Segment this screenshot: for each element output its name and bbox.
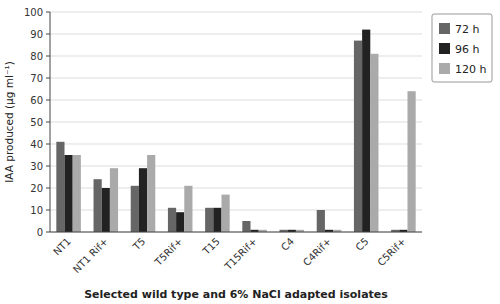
chart: 0 10 20 30 40 50 60 70 80 90 100 NT1NT1 Rif+ T5 T5Rif… bbox=[0, 0, 500, 304]
bar bbox=[102, 188, 110, 232]
y-tick bbox=[46, 56, 50, 57]
bar bbox=[317, 210, 325, 232]
x-tick-labels: NT1NT1 Rif+ T5 T5Rif+ T15T15Rif+ C4 C4Rif+ C5 C… bbox=[51, 236, 408, 275]
y-tick bbox=[46, 78, 50, 79]
bar bbox=[362, 30, 370, 232]
y-tick bbox=[46, 210, 50, 211]
y-tick-label: 10 bbox=[30, 205, 43, 216]
y-tick-label: 20 bbox=[30, 183, 43, 194]
grid-line bbox=[50, 12, 422, 13]
legend-swatch bbox=[439, 43, 450, 54]
y-tick bbox=[46, 232, 50, 233]
y-tick-label: 90 bbox=[30, 29, 43, 40]
bar bbox=[139, 168, 147, 232]
bar bbox=[184, 186, 192, 232]
x-tick-label: T5Rif+ bbox=[152, 236, 185, 269]
legend-frame bbox=[432, 14, 492, 82]
bar bbox=[370, 54, 378, 232]
bar bbox=[242, 221, 250, 232]
y-tick bbox=[46, 122, 50, 123]
y-tick bbox=[46, 166, 50, 167]
bar bbox=[94, 179, 102, 232]
bar bbox=[176, 212, 184, 232]
x-tick-label: NT1 Rif+ bbox=[71, 236, 110, 275]
y-tick-label: 40 bbox=[30, 139, 43, 150]
y-tick-label: 60 bbox=[30, 95, 43, 106]
x-tick-label: T15 bbox=[200, 236, 222, 258]
bar bbox=[147, 155, 155, 232]
bar bbox=[221, 195, 229, 232]
bar bbox=[407, 91, 415, 232]
y-tick-label: 50 bbox=[30, 117, 43, 128]
y-tick-label: 30 bbox=[30, 161, 43, 172]
legend-label: 120 h bbox=[455, 63, 486, 76]
bar bbox=[213, 208, 221, 232]
legend: 72 h 96 h 120 h bbox=[432, 14, 492, 82]
x-axis-label: Selected wild type and 6% NaCl adapted i… bbox=[84, 288, 388, 301]
bars bbox=[56, 30, 415, 232]
y-tick-label: 80 bbox=[30, 51, 43, 62]
grid: 0 10 20 30 40 50 60 70 80 90 100 bbox=[24, 7, 422, 238]
y-tick bbox=[46, 100, 50, 101]
y-axis-label: IAA produced (µg ml⁻¹) bbox=[3, 61, 15, 183]
y-tick bbox=[46, 144, 50, 145]
legend-label: 96 h bbox=[455, 43, 479, 56]
x-tick-label: C4 bbox=[279, 236, 296, 253]
bar bbox=[65, 155, 73, 232]
x-tick-label: C5Rif+ bbox=[375, 236, 408, 269]
x-tick-label: C4Rif+ bbox=[301, 236, 334, 269]
bar bbox=[205, 208, 213, 232]
x-axis bbox=[50, 232, 422, 233]
bar bbox=[73, 155, 81, 232]
bar bbox=[56, 142, 64, 232]
legend-swatch bbox=[439, 23, 450, 34]
y-tick bbox=[46, 12, 50, 13]
bar bbox=[131, 186, 139, 232]
x-tick-label: C5 bbox=[353, 236, 370, 253]
y-tick-label: 0 bbox=[37, 227, 43, 238]
y-tick bbox=[46, 34, 50, 35]
grid-line bbox=[50, 232, 422, 233]
y-tick-label: 100 bbox=[24, 7, 43, 18]
bar bbox=[354, 41, 362, 232]
x-tick-label: T15Rif+ bbox=[222, 236, 259, 273]
bar bbox=[168, 208, 176, 232]
legend-swatch bbox=[439, 63, 450, 74]
x-tick-label: T5 bbox=[130, 236, 147, 253]
x-tick-label: NT1 bbox=[51, 236, 73, 258]
bar bbox=[110, 168, 118, 232]
y-axis bbox=[50, 12, 51, 232]
legend-label: 72 h bbox=[455, 23, 479, 36]
y-tick bbox=[46, 188, 50, 189]
y-tick-label: 70 bbox=[30, 73, 43, 84]
